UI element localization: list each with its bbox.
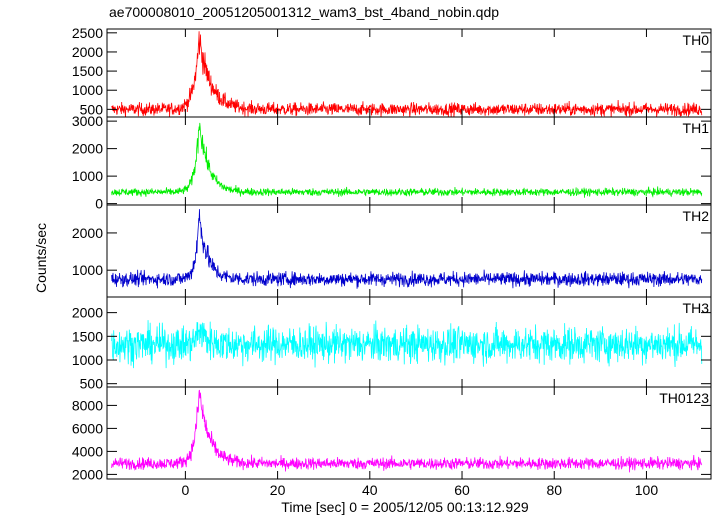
y-tick-label: 1500	[72, 63, 103, 79]
y-tick-label: 8000	[72, 397, 103, 413]
series-line-th0123	[111, 389, 703, 473]
x-axis-label: Time [sec] 0 = 2005/12/05 00:13:12.929	[281, 499, 529, 515]
y-tick-label: 0	[95, 196, 103, 212]
y-tick-label: 1500	[72, 328, 103, 344]
panel-label: TH2	[683, 208, 710, 224]
panel-label: TH3	[683, 300, 710, 316]
series-line-th0	[111, 31, 703, 117]
series-line-th2	[111, 209, 703, 289]
panel-label: TH0123	[659, 390, 709, 406]
panel-frame	[106, 28, 712, 118]
y-tick-label: 1000	[72, 82, 103, 98]
y-tick-label: 500	[80, 101, 104, 117]
y-tick-label: 1000	[72, 262, 103, 278]
y-tick-label: 4000	[72, 443, 103, 459]
y-tick-label: 1000	[72, 168, 103, 184]
x-tick-label: 80	[546, 482, 562, 498]
y-tick-label: 2000	[72, 225, 103, 241]
x-tick-label: 100	[635, 482, 659, 498]
panel-th2: 1000 2000 TH2	[72, 204, 712, 298]
series-line-th1	[111, 122, 703, 198]
x-tick-label: 60	[454, 482, 470, 498]
x-tick-label: 20	[270, 482, 286, 498]
y-tick-label: 2000	[72, 305, 103, 321]
y-tick-label: 1000	[72, 352, 103, 368]
x-tick-label: 40	[362, 482, 378, 498]
y-tick-label: 2000	[72, 466, 103, 482]
y-tick-label: 3000	[72, 113, 103, 129]
x-tick-label: 0	[181, 482, 189, 498]
panel-label: TH0	[683, 32, 710, 48]
panel-th3: 500 1000 1500 2000 TH3	[72, 296, 712, 392]
y-tick-label: 500	[80, 376, 104, 392]
panel-th0123: 2000 4000 6000 8000 TH0123	[72, 386, 712, 482]
y-tick-label: 2500	[72, 25, 103, 41]
chart-title: ae700008010_20051205001312_wam3_bst_4ban…	[109, 4, 499, 20]
y-tick-label: 2000	[72, 44, 103, 60]
y-tick-label: 6000	[72, 420, 103, 436]
panel-frame	[106, 386, 712, 480]
panel-label: TH1	[683, 120, 710, 136]
y-axis-label: Counts/sec	[33, 223, 49, 293]
panel-th1: 0 1000 2000 3000 TH1	[72, 113, 712, 212]
y-tick-label: 2000	[72, 141, 103, 157]
panel-th0: 500 1000 1500 2000 2500 TH0	[72, 25, 712, 118]
series-line-th3	[111, 320, 703, 369]
